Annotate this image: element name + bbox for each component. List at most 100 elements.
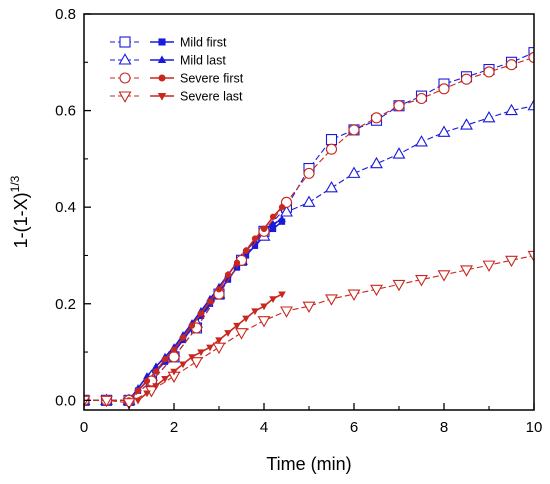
data-point-hollow <box>212 342 226 355</box>
data-point-hollow <box>392 147 406 159</box>
y-tick-label: 0.4 <box>55 199 76 216</box>
legend-marker-filled <box>158 38 166 46</box>
data-point-hollow <box>415 135 428 147</box>
data-point-filled <box>161 356 169 363</box>
data-point-hollow <box>483 66 495 78</box>
data-point-hollow <box>370 156 383 169</box>
y-tick-label: 0.8 <box>55 6 76 23</box>
series-layer <box>84 47 534 410</box>
data-point-hollow <box>303 167 315 179</box>
data-point-hollow <box>393 100 405 112</box>
data-point-filled <box>224 271 232 278</box>
series-line-hollow <box>84 105 534 401</box>
y-tick-label: 0.6 <box>55 103 76 120</box>
data-point-hollow <box>325 294 338 306</box>
data-point-filled <box>260 303 268 311</box>
data-point-hollow <box>325 180 338 193</box>
data-point-filled <box>161 375 169 383</box>
x-tick-label: 10 <box>526 419 543 436</box>
data-point-filled <box>152 368 160 375</box>
data-point-filled <box>278 291 286 299</box>
data-point-filled <box>197 310 205 317</box>
data-point-hollow <box>348 124 360 136</box>
data-point-hollow <box>84 395 91 408</box>
legend-marker-hollow <box>119 72 131 84</box>
data-point-hollow <box>437 270 451 282</box>
x-axis: 0 2 4 6 8 10 <box>80 403 543 436</box>
data-point-filled <box>224 330 232 337</box>
data-point-hollow <box>190 357 203 369</box>
series-line-hollow <box>84 56 534 401</box>
data-point-hollow <box>482 110 496 123</box>
data-point-hollow <box>482 260 496 272</box>
y-tick-label: 0.2 <box>55 296 76 313</box>
legend-label: Mild first <box>180 36 227 50</box>
data-point-hollow <box>100 395 113 408</box>
data-point-hollow <box>527 250 534 263</box>
data-point-filled <box>179 334 187 341</box>
data-point-hollow <box>302 301 316 314</box>
legend-item-mild-last: Mild last <box>110 53 226 68</box>
data-point-filled <box>269 219 277 227</box>
x-axis-title: Time (min) <box>266 454 351 474</box>
data-point-hollow <box>347 289 361 301</box>
data-point-hollow <box>505 59 518 71</box>
y-axis: 0.0 0.2 0.4 0.6 0.8 <box>55 6 91 409</box>
data-point-hollow <box>392 279 406 292</box>
legend: Mild first Mild last Severe first Severe la… <box>110 36 244 104</box>
data-point-filled <box>242 315 250 323</box>
data-point-hollow <box>325 134 338 146</box>
data-point-filled <box>143 390 151 398</box>
series-mild-first <box>84 47 534 406</box>
x-tick-label: 8 <box>440 419 448 436</box>
data-point-filled <box>188 354 196 361</box>
data-point-filled <box>215 337 223 345</box>
data-point-filled <box>170 346 178 353</box>
data-point-hollow <box>460 265 473 277</box>
series-severe-first <box>84 51 534 406</box>
data-point-filled <box>170 368 178 376</box>
data-point-hollow <box>302 195 316 207</box>
data-point-filled <box>143 377 151 385</box>
legend-marker-hollow <box>119 36 131 48</box>
data-point-hollow <box>437 125 451 137</box>
data-point-hollow <box>505 255 518 268</box>
data-point-filled <box>188 322 196 329</box>
data-point-filled <box>134 387 142 394</box>
y-axis-title-superscript: 1/3 <box>8 175 22 192</box>
legend-item-mild-first: Mild first <box>110 36 227 50</box>
data-point-hollow <box>347 166 361 178</box>
data-point-hollow <box>370 112 383 124</box>
data-point-filled <box>215 286 223 293</box>
legend-label: Mild last <box>180 54 226 68</box>
data-point-filled <box>278 215 286 222</box>
x-tick-label: 2 <box>170 419 178 436</box>
data-point-filled <box>134 397 142 405</box>
data-point-hollow <box>280 306 293 318</box>
data-point-filled <box>197 349 205 357</box>
x-tick-label: 6 <box>350 419 358 436</box>
data-point-hollow <box>325 143 338 155</box>
data-point-hollow <box>280 205 293 217</box>
data-point-filled <box>206 344 214 352</box>
data-point-hollow <box>235 328 248 340</box>
data-point-filled <box>206 298 214 305</box>
data-point-filled <box>233 259 241 266</box>
data-point-hollow <box>505 103 518 116</box>
legend-item-severe-last: Severe last <box>110 90 243 104</box>
series-mild-last <box>84 98 534 405</box>
legend-marker-hollow <box>118 53 132 65</box>
data-point-hollow <box>415 275 428 287</box>
legend-label: Severe last <box>180 90 243 104</box>
legend-marker-filled <box>157 93 167 101</box>
data-point-hollow <box>168 351 180 363</box>
legend-marker-hollow <box>118 91 132 103</box>
legend-marker-filled <box>158 74 166 82</box>
data-point-hollow <box>415 92 428 105</box>
legend-item-severe-first: Severe first <box>110 72 244 86</box>
data-point-hollow <box>528 51 534 64</box>
data-point-filled <box>251 308 259 316</box>
data-point-filled <box>242 247 250 254</box>
data-point-filled <box>179 361 187 369</box>
